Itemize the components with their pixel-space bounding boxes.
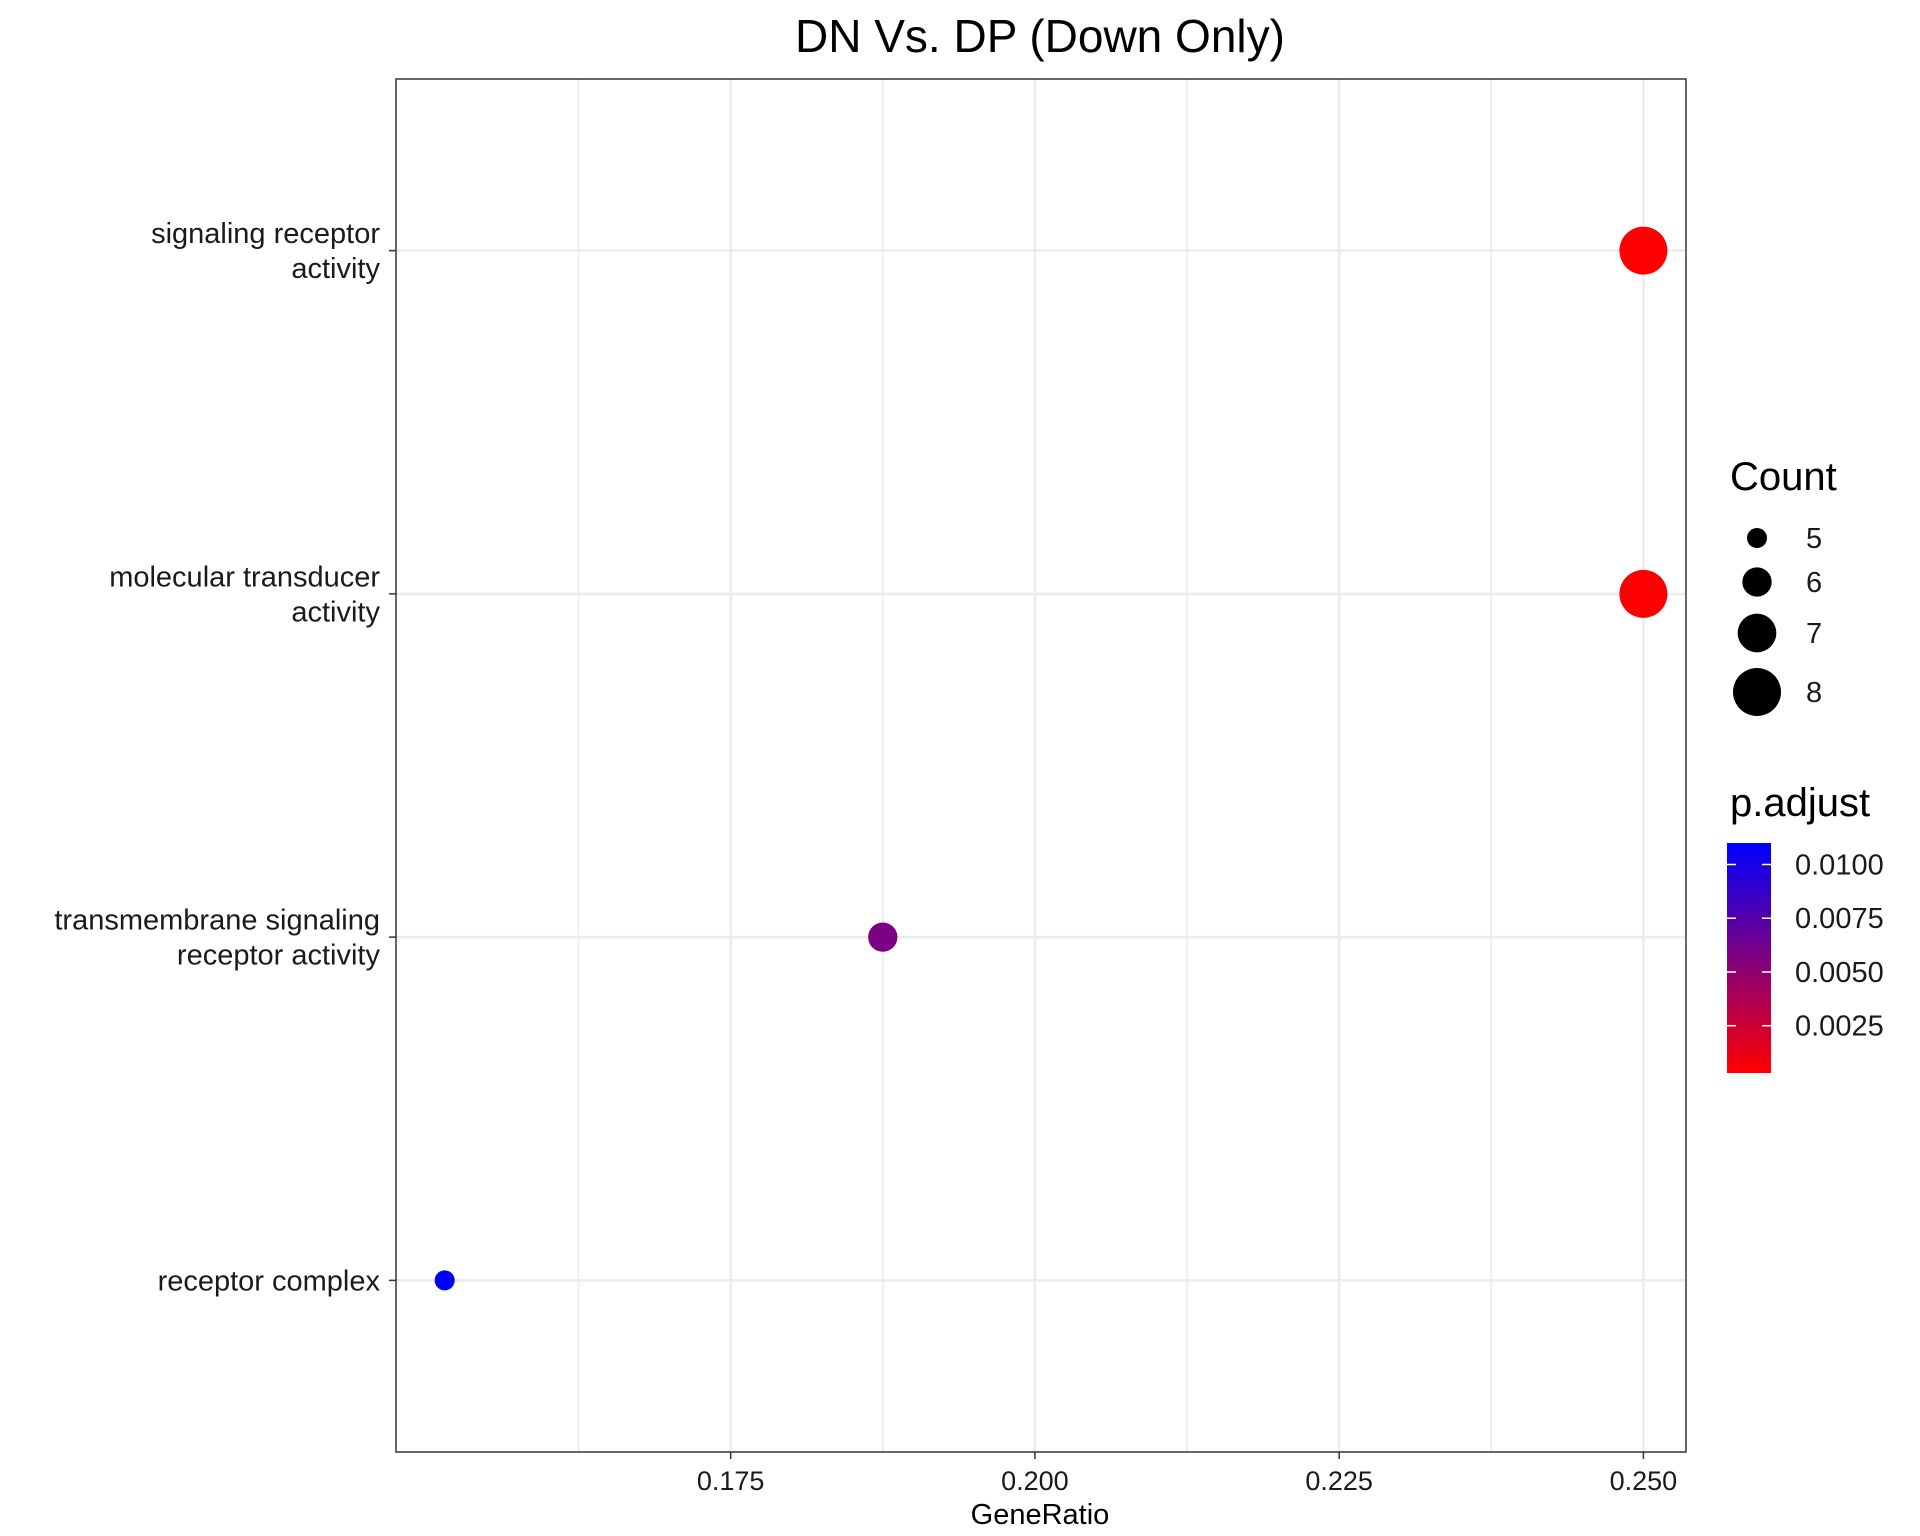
x-tick-label: 0.175 [697, 1466, 765, 1496]
data-point [1619, 569, 1668, 618]
data-point [868, 922, 898, 952]
color-legend-label: 0.0100 [1795, 849, 1884, 881]
plot-panel-border [395, 78, 1687, 1453]
color-legend-label: 0.0050 [1795, 957, 1884, 989]
y-category-label-line: transmembrane signaling [54, 905, 380, 937]
color-legend-bar [1727, 843, 1771, 1073]
x-tick-label: 0.225 [1305, 1466, 1373, 1496]
y-category-label-line: signaling receptor [151, 218, 380, 250]
size-legend-label: 7 [1806, 618, 1822, 650]
size-legend-key [1737, 613, 1777, 653]
x-tick-label: 0.200 [1001, 1466, 1069, 1496]
y-category-label-line: activity [291, 253, 380, 285]
y-category-label-line: receptor activity [177, 940, 381, 972]
x-tick-label: 0.250 [1610, 1466, 1678, 1496]
size-legend-title: Count [1730, 455, 1837, 499]
plot-background [396, 79, 1686, 1452]
points-group [434, 226, 1668, 1291]
color-legend-label: 0.0025 [1795, 1011, 1884, 1043]
y-category-label: signaling receptor activity [151, 218, 380, 285]
size-legend-label: 6 [1806, 567, 1822, 599]
color-legend-label: 0.0075 [1795, 903, 1884, 935]
x-axis-title: GeneRatio [971, 1499, 1110, 1531]
y-category-label: receptor complex [158, 1265, 381, 1297]
data-point [434, 1270, 455, 1291]
size-legend-key [1733, 668, 1781, 716]
size-legend: Count 5 6 7 8 [1730, 455, 1837, 716]
color-legend: p.adjust 0.0100 0.0075 0.0050 0.0025 [1727, 781, 1884, 1073]
size-legend-key [1747, 528, 1767, 548]
data-point [1619, 226, 1668, 275]
x-axis: 0.175 0.200 0.225 0.250 [697, 1452, 1677, 1496]
size-legend-key [1742, 567, 1772, 597]
y-category-label: molecular transducer activity [109, 561, 380, 628]
y-category-label-line: activity [291, 596, 380, 628]
color-legend-title: p.adjust [1730, 781, 1870, 825]
chart-title: DN Vs. DP (Down Only) [795, 10, 1285, 62]
y-category-label: transmembrane signaling receptor activity [54, 905, 380, 972]
y-category-label-line: molecular transducer [109, 561, 380, 593]
size-legend-label: 5 [1806, 523, 1822, 555]
y-category-label-line: receptor complex [158, 1265, 381, 1297]
size-legend-label: 8 [1806, 677, 1822, 709]
grid-group [396, 79, 1686, 1452]
